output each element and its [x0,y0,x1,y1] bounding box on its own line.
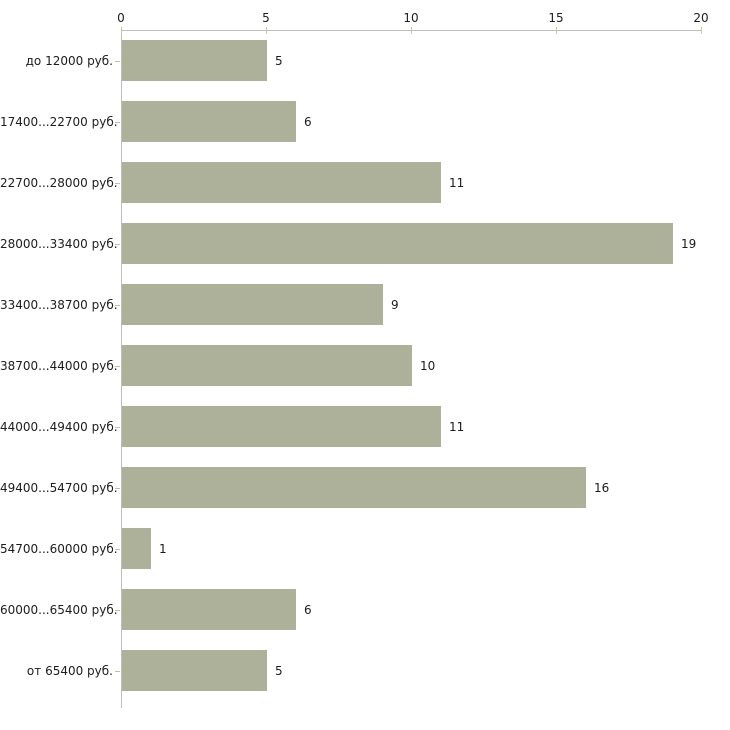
category-label: 17400...22700 руб. [0,114,118,129]
category-label: 49400...54700 руб. [0,480,118,495]
x-axis-tick [266,27,267,34]
bar [122,650,267,691]
x-axis-tick [556,27,557,34]
category-label: 54700...60000 руб. [0,541,118,556]
x-axis-tick [411,27,412,34]
x-axis-tick [701,27,702,34]
chart-row: 49400...54700 руб. 16 [0,457,730,518]
value-label: 11 [449,419,465,434]
chart-row: 60000...65400 руб. 6 [0,579,730,640]
bar [122,162,441,203]
chart-row: от 65400 руб. 5 [0,640,730,701]
bar [122,345,412,386]
category-tick [115,182,120,184]
chart-row: 28000...33400 руб. 19 [0,213,730,274]
x-axis-tick [121,27,122,34]
chart-row: 54700...60000 руб. 1 [0,518,730,579]
chart-row: 44000...49400 руб. 11 [0,396,730,457]
category-label: 28000...33400 руб. [0,236,118,251]
category-label: 22700...28000 руб. [0,175,118,190]
value-label: 6 [304,602,312,617]
bar [122,40,267,81]
category-label: от 65400 руб. [26,663,113,678]
x-axis-tick-label: 10 [403,11,419,25]
bar [122,406,441,447]
value-label: 10 [420,358,436,373]
bar [122,223,673,264]
category-label: 38700...44000 руб. [0,358,118,373]
value-label: 5 [275,53,283,68]
chart-row: 38700...44000 руб. 10 [0,335,730,396]
chart-row: 22700...28000 руб. 11 [0,152,730,213]
x-axis-tick-label: 15 [548,11,564,25]
chart-row: 33400...38700 руб. 9 [0,274,730,335]
bar [122,284,383,325]
value-label: 5 [275,663,283,678]
chart-row: до 12000 руб. 5 [0,30,730,91]
category-tick [115,426,120,428]
category-tick [115,609,120,611]
value-label: 6 [304,114,312,129]
category-tick [115,243,120,245]
bar [122,589,296,630]
value-label: 16 [594,480,610,495]
y-axis-line [121,30,122,708]
chart-row: 17400...22700 руб. 6 [0,91,730,152]
category-tick [115,487,120,489]
category-tick [115,548,120,550]
bar [122,101,296,142]
x-axis-tick-label: 5 [262,11,270,25]
value-label: 11 [449,175,465,190]
bar [122,528,151,569]
category-tick [115,365,120,367]
category-tick [115,670,120,672]
category-label: 44000...49400 руб. [0,419,118,434]
category-tick [115,304,120,306]
bar [122,467,586,508]
category-tick [115,60,120,62]
category-label: до 12000 руб. [25,53,113,68]
x-axis-tick-label: 0 [117,11,125,25]
category-tick [115,121,120,123]
category-label: 60000...65400 руб. [0,602,118,617]
x-axis-tick-label: 20 [693,11,709,25]
value-label: 1 [159,541,167,556]
value-label: 9 [391,297,399,312]
category-label: 33400...38700 руб. [0,297,118,312]
value-label: 19 [681,236,697,251]
